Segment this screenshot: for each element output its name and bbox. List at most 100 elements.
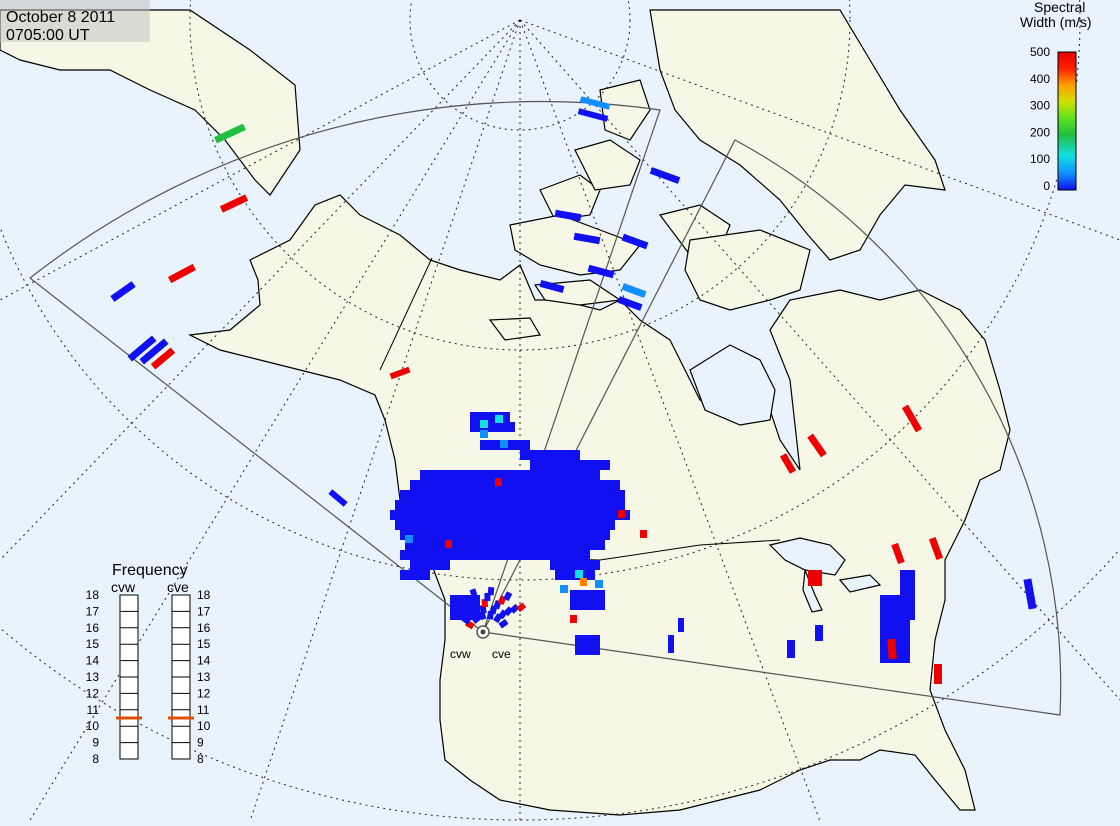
scatter-cell bbox=[127, 335, 157, 362]
scatter-cell bbox=[389, 366, 411, 380]
frequency-tick-label: 10 bbox=[86, 719, 100, 733]
frequency-panel: Frequency cvw cve 18 17 16 15 14 13 12 11 10 9 8 18… bbox=[86, 562, 211, 766]
scatter-cell bbox=[410, 560, 450, 570]
header-box bbox=[0, 0, 150, 42]
frequency-tick-label: 9 bbox=[197, 736, 204, 750]
scatter-cell bbox=[621, 233, 649, 250]
scatter-cell bbox=[550, 560, 600, 570]
scatter-cell bbox=[480, 420, 488, 428]
frequency-tick-label: 12 bbox=[86, 686, 100, 700]
scatter-cell bbox=[575, 570, 583, 578]
scatter-cell bbox=[400, 530, 610, 540]
scatter-cell bbox=[891, 542, 905, 565]
scatter-cell bbox=[400, 570, 430, 580]
arctic-island-1 bbox=[539, 174, 601, 221]
scatter-cell bbox=[495, 415, 503, 423]
site-label-cve: cve bbox=[492, 647, 511, 661]
scatter-cell bbox=[570, 590, 605, 610]
scatter-cell bbox=[579, 96, 611, 110]
frequency-tick-label: 17 bbox=[86, 604, 100, 618]
arctic-island-3 bbox=[574, 139, 641, 191]
frequency-title: Frequency bbox=[112, 562, 188, 579]
scatter-cell bbox=[900, 570, 915, 620]
scatter-cell bbox=[575, 635, 600, 655]
chukotka bbox=[0, 9, 301, 196]
scatter-cell bbox=[405, 540, 605, 550]
fields-of-view bbox=[29, 100, 1062, 716]
scatter-cell bbox=[668, 635, 674, 653]
frequency-tick-label: 12 bbox=[197, 686, 211, 700]
freq-label-cve: cve bbox=[167, 579, 189, 595]
colorbar-title-1: Spectral bbox=[1034, 0, 1085, 15]
colorbar-tick-label: 200 bbox=[1030, 125, 1050, 139]
lake-erie bbox=[838, 574, 882, 593]
scatter-cell bbox=[580, 578, 587, 586]
greenland bbox=[649, 9, 946, 261]
baffin-island bbox=[684, 229, 811, 311]
fov-cvw bbox=[29, 100, 661, 633]
frequency-tick-label: 16 bbox=[86, 621, 100, 635]
colorbar-tick-label: 300 bbox=[1030, 99, 1050, 113]
scatter-cell bbox=[400, 550, 590, 560]
scatter-cell bbox=[470, 412, 510, 422]
scatter-cell bbox=[498, 618, 509, 629]
site-label-cvw: cvw bbox=[450, 647, 471, 661]
frequency-tick-label: 14 bbox=[86, 654, 100, 668]
lake-michigan bbox=[802, 569, 823, 613]
scatter-cell bbox=[495, 478, 502, 486]
scatter-cell bbox=[1023, 578, 1037, 610]
scatter-cell bbox=[554, 209, 582, 222]
scatter-cell bbox=[678, 618, 684, 632]
colorbar: Spectral Width (m/s) 500 400 300 200 100 0 bbox=[1020, 0, 1092, 193]
scatter-cell bbox=[901, 404, 923, 433]
scatter-cell bbox=[110, 281, 136, 302]
scatter-cell bbox=[395, 520, 615, 530]
scatter-cell bbox=[480, 430, 488, 438]
frequency-tick-label: 15 bbox=[86, 637, 100, 651]
fov-cve bbox=[482, 139, 1062, 716]
scatter-cell bbox=[649, 167, 681, 184]
scatter-cell bbox=[779, 453, 797, 474]
scatter-cell bbox=[400, 490, 625, 500]
scatter-cell bbox=[577, 108, 609, 122]
scatter-cell bbox=[445, 540, 452, 548]
scatter-cell bbox=[539, 280, 565, 293]
frequency-tick-label: 13 bbox=[86, 670, 100, 684]
time-label: 0705:00 UT bbox=[6, 27, 90, 44]
scatter-cell bbox=[420, 470, 600, 480]
frequency-tick-label: 8 bbox=[197, 752, 204, 766]
colorbar-tick-label: 500 bbox=[1030, 45, 1050, 59]
frequency-tick-label: 15 bbox=[197, 637, 211, 651]
scatter-cell bbox=[640, 530, 647, 538]
frequency-tick-label: 11 bbox=[197, 703, 210, 717]
scatter-cell bbox=[509, 603, 520, 614]
great-lakes bbox=[768, 537, 846, 576]
freq-label-cvw: cvw bbox=[111, 579, 136, 595]
scatter-cell bbox=[815, 625, 823, 641]
colorbar-tick-label: 0 bbox=[1043, 179, 1050, 193]
colorbar-tick-label: 400 bbox=[1030, 72, 1050, 86]
scatter-cell bbox=[479, 604, 487, 614]
hudson-bay bbox=[689, 344, 776, 426]
scatter-cell bbox=[390, 510, 630, 520]
scatter-cell bbox=[570, 615, 577, 623]
scatter-cell bbox=[450, 595, 480, 620]
scatter-cell bbox=[934, 664, 942, 684]
scatter-cell bbox=[560, 585, 568, 593]
scatter-cell bbox=[787, 640, 795, 658]
scatter-cell bbox=[395, 500, 625, 510]
colorbar-gradient bbox=[1057, 51, 1077, 191]
scatter-cell bbox=[516, 602, 527, 613]
scatter-cell bbox=[573, 232, 601, 245]
frequency-tick-label: 18 bbox=[86, 588, 100, 602]
scatter-cell bbox=[587, 264, 615, 279]
scatter-cell bbox=[167, 263, 197, 284]
date-label: October 8 2011 bbox=[6, 9, 115, 26]
scatter-cell bbox=[807, 433, 827, 458]
scatter-cell bbox=[503, 591, 513, 602]
scatter-cell bbox=[478, 610, 487, 621]
colorbar-tick-label: 100 bbox=[1030, 152, 1050, 166]
